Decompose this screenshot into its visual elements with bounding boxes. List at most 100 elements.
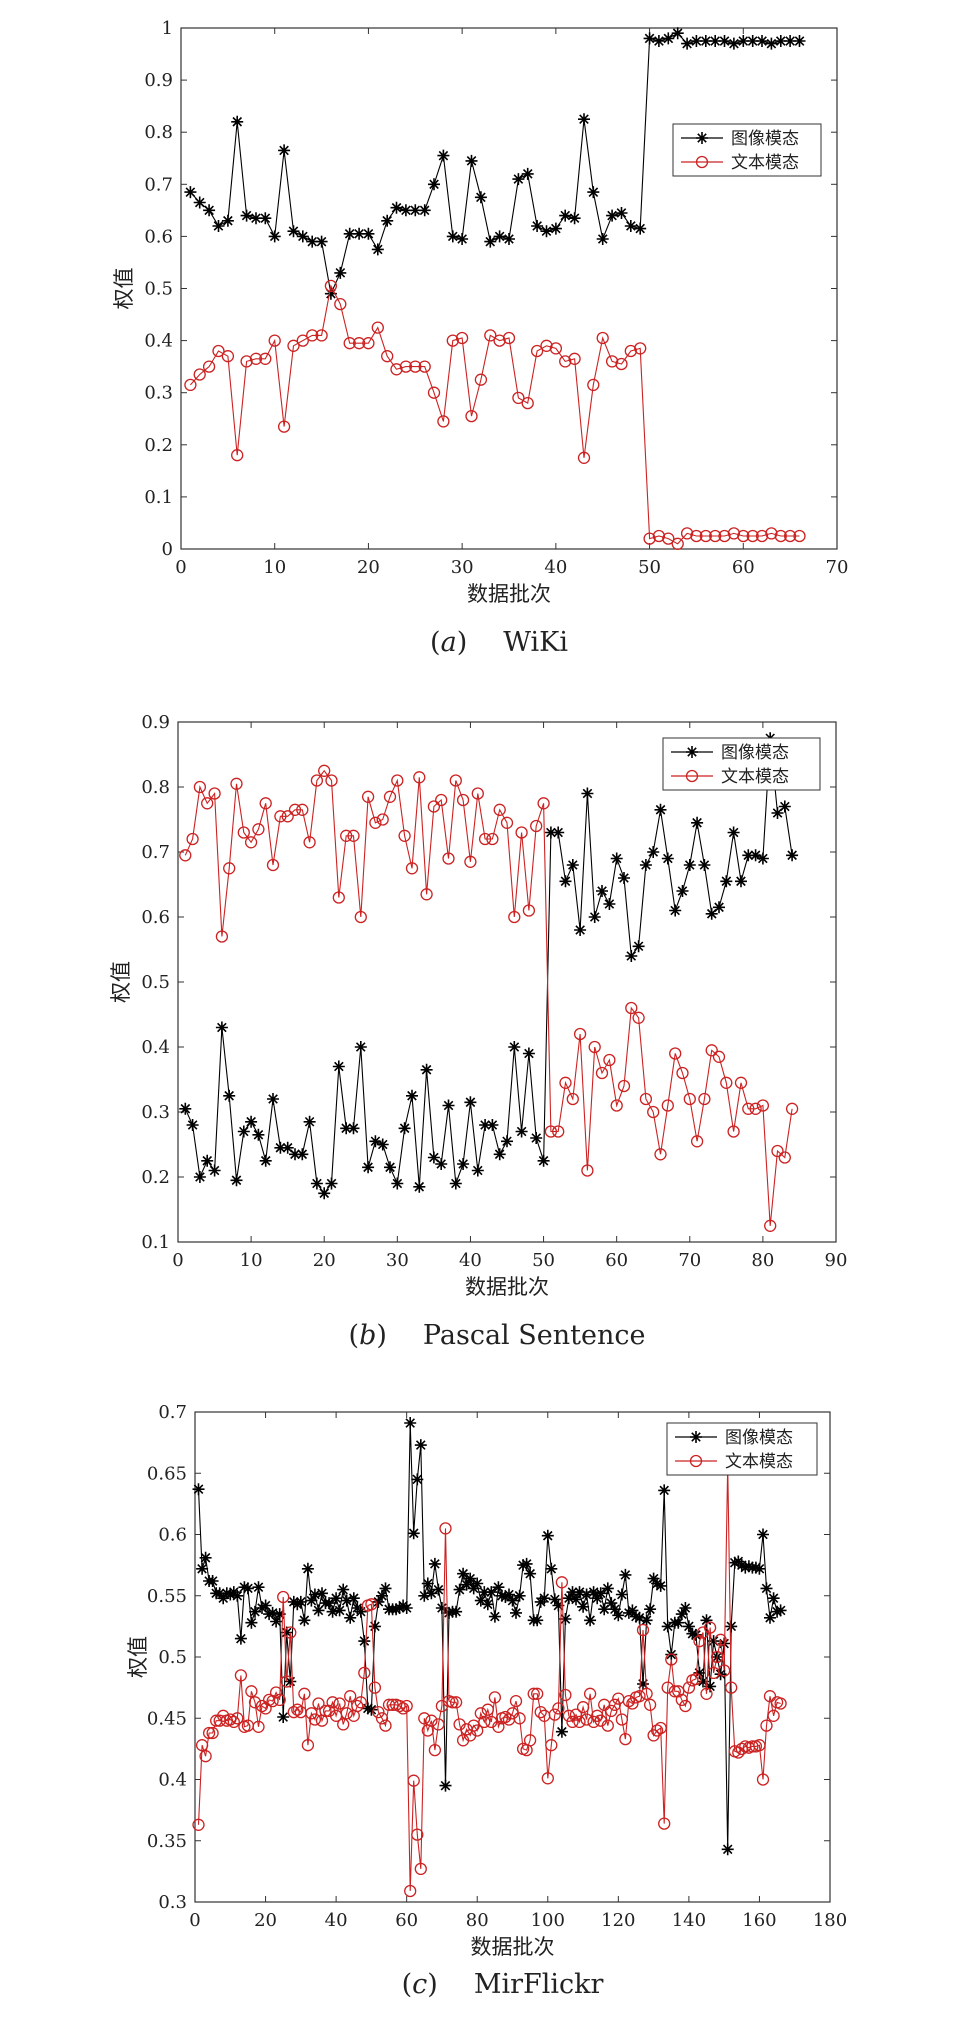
- data-point: [481, 1598, 494, 1611]
- data-point: [771, 1144, 784, 1158]
- data-point: [281, 810, 294, 823]
- data-point: [446, 334, 459, 347]
- series-image: [184, 27, 806, 300]
- data-point: [774, 35, 787, 47]
- data-point: [362, 1161, 375, 1174]
- data-point: [587, 186, 600, 199]
- data-point: [407, 1774, 420, 1787]
- series-text: [179, 764, 799, 1232]
- data-point: [512, 391, 525, 405]
- data-point: [753, 1562, 766, 1575]
- data-point: [552, 826, 565, 839]
- data-point: [636, 1623, 650, 1637]
- data-point: [493, 230, 506, 243]
- data-point: [650, 1724, 664, 1737]
- data-point: [709, 529, 722, 543]
- data-point: [465, 409, 478, 423]
- data-point: [764, 1219, 777, 1232]
- data-point: [562, 1592, 575, 1605]
- data-point: [296, 803, 309, 816]
- data-point: [584, 1614, 597, 1627]
- y-tick-label: 0.5: [158, 1647, 187, 1668]
- x-tick-label: 50: [638, 557, 661, 578]
- data-point: [531, 220, 544, 232]
- data-point: [192, 1818, 205, 1831]
- data-point: [503, 1588, 515, 1601]
- data-point: [718, 35, 731, 47]
- data-point: [675, 1693, 688, 1707]
- legend-marker: [696, 132, 708, 144]
- data-point: [639, 859, 652, 871]
- data-point: [376, 1138, 389, 1151]
- data-point: [206, 1726, 219, 1740]
- data-point: [619, 1732, 632, 1746]
- data-point: [640, 1614, 653, 1627]
- data-point: [213, 1587, 226, 1600]
- data-point: [596, 233, 609, 245]
- data-point: [478, 1715, 491, 1729]
- data-point: [712, 1050, 726, 1063]
- data-point: [676, 1066, 689, 1080]
- data-point: [252, 1581, 265, 1594]
- data-point: [605, 355, 619, 368]
- data-point: [577, 451, 591, 464]
- y-tick-label: 0.7: [141, 842, 170, 863]
- data-point: [278, 144, 291, 157]
- data-point: [484, 329, 497, 342]
- data-point: [414, 1862, 427, 1876]
- data-point: [756, 35, 768, 47]
- data-point: [259, 1702, 272, 1715]
- data-point: [455, 331, 469, 345]
- data-point: [269, 1686, 283, 1699]
- data-point: [318, 1187, 331, 1200]
- data-point: [718, 529, 731, 543]
- data-point: [464, 855, 477, 868]
- data-point: [566, 1715, 579, 1729]
- data-point: [669, 1047, 682, 1060]
- data-point: [418, 1712, 431, 1725]
- y-tick-label: 0.6: [158, 1525, 187, 1546]
- data-point: [544, 826, 557, 839]
- data-point: [315, 235, 328, 248]
- data-point: [347, 1122, 360, 1135]
- data-point: [361, 790, 375, 803]
- data-point: [552, 1125, 565, 1138]
- y-tick-label: 0.8: [141, 777, 170, 798]
- data-point: [757, 1528, 769, 1541]
- x-tick-label: 140: [672, 1910, 706, 1931]
- data-point: [778, 800, 791, 813]
- data-point: [559, 1688, 572, 1702]
- x-tick-label: 40: [459, 1250, 482, 1271]
- y-tick-label: 0.65: [147, 1463, 187, 1484]
- data-point: [625, 950, 638, 962]
- data-point: [287, 1705, 300, 1719]
- data-point: [354, 1041, 367, 1053]
- chart-pascal-sentence: 0 10 20 30 40 50 60 70 80 90 0.1 0.2 0.3 0.4 0.5 0.6 0.7…: [109, 712, 847, 1351]
- data-point: [569, 1708, 583, 1721]
- data-point: [615, 357, 628, 371]
- data-point: [606, 209, 619, 222]
- data-point: [727, 826, 740, 839]
- y-tick-label: 0.3: [144, 383, 173, 404]
- x-tick-label: 120: [601, 1910, 635, 1931]
- x-tick-label: 160: [742, 1910, 776, 1931]
- data-point: [661, 1681, 674, 1694]
- x-tick-label: 60: [395, 1910, 418, 1931]
- data-point: [530, 1132, 543, 1144]
- y-tick-label: 0.7: [158, 1402, 187, 1423]
- data-point: [734, 1076, 748, 1089]
- data-point: [537, 1154, 550, 1167]
- data-point: [513, 1589, 526, 1602]
- data-point: [709, 35, 722, 47]
- data-point: [720, 1076, 733, 1089]
- data-point: [281, 1141, 294, 1154]
- data-point: [566, 859, 579, 871]
- data-point: [358, 1635, 371, 1648]
- data-point: [647, 846, 660, 858]
- data-point: [208, 1164, 221, 1177]
- data-point: [376, 1589, 388, 1602]
- data-point: [548, 1708, 561, 1721]
- data-point: [221, 214, 234, 227]
- data-point: [793, 35, 806, 47]
- legend-label: 图像模态: [731, 129, 799, 149]
